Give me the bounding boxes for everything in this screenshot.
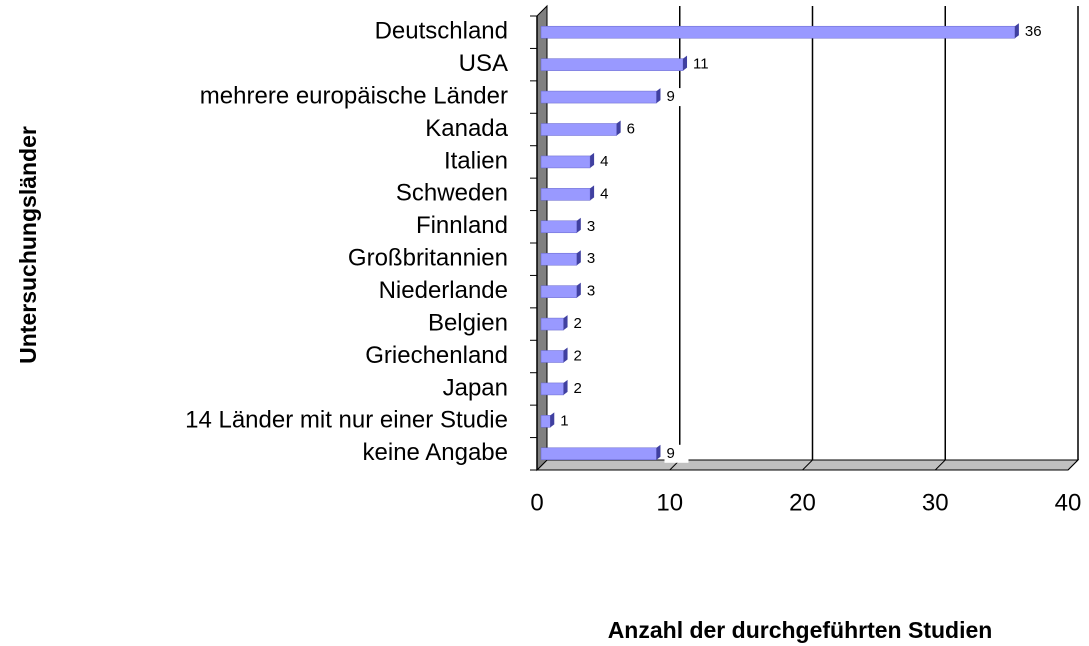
value-label: 4 bbox=[600, 153, 608, 170]
x-tick-label: 20 bbox=[789, 489, 816, 516]
bar bbox=[540, 382, 564, 396]
x-axis-title: Anzahl der durchgeführten Studien bbox=[608, 617, 993, 643]
value-label: 1 bbox=[560, 412, 568, 429]
floor-grid-line bbox=[934, 459, 946, 471]
bar bbox=[540, 447, 657, 461]
y-tick-label: Niederlande bbox=[379, 277, 508, 304]
bar bbox=[540, 25, 1016, 39]
y-tick-label: Kanada bbox=[425, 115, 508, 142]
value-label: 6 bbox=[627, 120, 635, 137]
value-label: 3 bbox=[587, 218, 595, 235]
value-label-bg bbox=[691, 55, 716, 74]
value-label: 2 bbox=[574, 315, 582, 332]
bar-end bbox=[1014, 23, 1019, 39]
bar bbox=[540, 415, 551, 428]
value-label-bg bbox=[571, 379, 596, 398]
bar bbox=[540, 317, 564, 331]
y-tick-label: Großbritannien bbox=[348, 245, 508, 272]
value-label-bg bbox=[664, 444, 689, 463]
y-tick-label: Finnland bbox=[416, 212, 508, 239]
bar-end bbox=[656, 444, 661, 460]
value-label-bg bbox=[598, 152, 623, 171]
bar-end bbox=[576, 217, 581, 233]
value-label-bg bbox=[584, 250, 609, 269]
x-tick-label: 40 bbox=[1055, 489, 1082, 516]
value-label: 2 bbox=[574, 347, 582, 364]
value-label-bg bbox=[558, 412, 583, 431]
bar bbox=[540, 252, 578, 266]
value-label-bg bbox=[1022, 23, 1047, 42]
y-tick-label: Deutschland bbox=[375, 18, 508, 45]
value-label-bg bbox=[664, 88, 689, 107]
value-label-bg bbox=[584, 282, 609, 301]
bar-end bbox=[563, 379, 568, 395]
value-label-bg bbox=[571, 347, 596, 366]
bar bbox=[540, 90, 657, 104]
bar bbox=[540, 188, 591, 201]
y-tick-label: 14 Länder mit nur einer Studie bbox=[185, 407, 508, 434]
bar-end bbox=[656, 88, 661, 104]
y-tick-label: Schweden bbox=[396, 180, 508, 207]
y-tick-label: mehrere europäische Länder bbox=[200, 82, 508, 109]
bar bbox=[540, 155, 591, 169]
bar bbox=[540, 220, 578, 234]
x-tick-label: 30 bbox=[922, 489, 949, 516]
y-tick-label: Belgien bbox=[428, 309, 508, 336]
y-tick-label: Italien bbox=[444, 147, 508, 174]
bar-end bbox=[590, 152, 595, 168]
value-label-bg bbox=[624, 120, 649, 139]
bar-end bbox=[590, 185, 595, 201]
bar-end bbox=[550, 412, 555, 428]
bar bbox=[540, 123, 617, 136]
bar-end bbox=[683, 55, 688, 71]
y-tick-label: Japan bbox=[443, 374, 508, 401]
value-label: 3 bbox=[587, 283, 595, 300]
value-label: 9 bbox=[666, 445, 674, 462]
value-label: 3 bbox=[587, 250, 595, 267]
y-tick-label: USA bbox=[459, 50, 508, 77]
value-label: 36 bbox=[1025, 23, 1042, 40]
value-label: 4 bbox=[600, 185, 608, 202]
bar-end bbox=[576, 250, 581, 266]
bar bbox=[540, 285, 578, 298]
y-axis-title: Untersuchungsländer bbox=[15, 126, 41, 364]
y-tick-label: keine Angabe bbox=[363, 439, 508, 466]
value-label: 11 bbox=[693, 56, 709, 73]
bar-end bbox=[616, 120, 621, 136]
value-label-bg bbox=[598, 185, 623, 204]
x-tick-label: 10 bbox=[656, 489, 683, 516]
value-label-bg bbox=[571, 315, 596, 334]
bar bbox=[540, 350, 564, 363]
bar-end bbox=[563, 347, 568, 363]
bar-end bbox=[563, 315, 568, 331]
y-tick-label: Griechenland bbox=[365, 342, 508, 369]
value-label-bg bbox=[584, 217, 609, 236]
x-tick-label: 0 bbox=[530, 489, 543, 516]
floor-grid-line bbox=[802, 459, 813, 471]
bar bbox=[540, 58, 684, 71]
bar-end bbox=[576, 282, 581, 298]
value-label: 9 bbox=[666, 88, 674, 105]
left-wall bbox=[536, 4, 548, 472]
floor-grid-line bbox=[1067, 459, 1079, 471]
value-label: 2 bbox=[574, 380, 582, 397]
